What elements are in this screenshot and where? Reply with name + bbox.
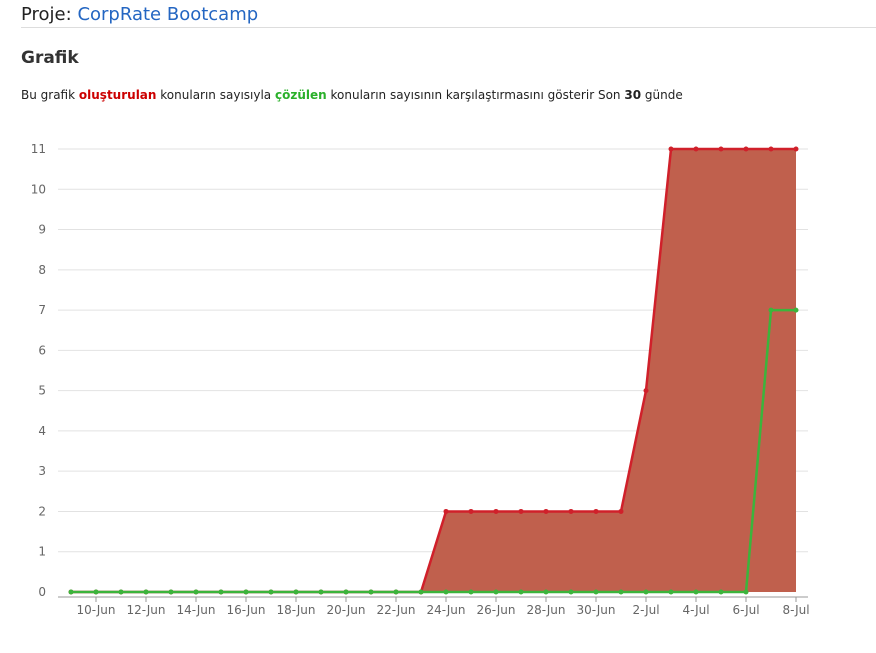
header-label: Proje: (21, 4, 72, 25)
point (718, 589, 724, 595)
x-tick-label: 28-Jun (526, 603, 565, 617)
point (518, 508, 524, 514)
x-tick-label: 20-Jun (326, 603, 365, 617)
x-tick-label: 16-Jun (226, 603, 265, 617)
y-tick-label: 3 (38, 464, 46, 478)
point (593, 508, 599, 514)
point (168, 589, 174, 595)
point (343, 589, 349, 595)
description: Bu grafik oluşturulan konuların sayısıyl… (21, 88, 876, 102)
point (543, 589, 549, 595)
point (593, 589, 599, 595)
point (743, 589, 749, 595)
area (71, 149, 796, 592)
x-tick-label: 26-Jun (476, 603, 515, 617)
point (493, 508, 499, 514)
y-tick-label: 2 (38, 504, 46, 518)
line (71, 308, 796, 594)
text: Bu grafik (21, 88, 76, 102)
y-tick-label: 8 (38, 263, 46, 277)
y-tick-label: 6 (38, 343, 46, 357)
point (643, 388, 649, 394)
point (118, 589, 124, 595)
chart: 0 1 2 3 4 5 6 7 8 9 10 11 10-Jun 12-Jun 14-Jun 16-Jun 18… (31, 142, 810, 617)
point (618, 589, 624, 595)
y-tick-label: 5 (38, 384, 46, 398)
resolved-label: çözülen (274, 88, 327, 102)
point (318, 589, 324, 595)
page-header: Proje: CorpRate Bootcamp (21, 4, 876, 28)
project-link[interactable]: CorpRate Bootcamp (77, 4, 259, 25)
x-tick-label: 6-Jul (732, 603, 759, 617)
point (668, 589, 674, 595)
point (493, 589, 499, 595)
y-tick-label: 9 (38, 223, 46, 237)
point (143, 589, 149, 595)
x-tick-label: 10-Jun (76, 603, 115, 617)
point (93, 589, 99, 595)
point (68, 589, 74, 595)
x-tick-label: 18-Jun (276, 603, 315, 617)
x-tick-label: 8-Jul (782, 603, 809, 617)
point (543, 508, 549, 514)
y-tick-label: 1 (38, 545, 46, 559)
point (693, 589, 699, 595)
point (768, 146, 774, 152)
point (243, 589, 249, 595)
section-title: Grafik (21, 48, 79, 68)
y-tick-label: 11 (31, 142, 46, 156)
point (743, 146, 749, 152)
point (193, 589, 199, 595)
point (418, 589, 424, 595)
y-tick-label: 4 (38, 424, 46, 438)
x-tick-label: 12-Jun (126, 603, 165, 617)
point (793, 146, 799, 152)
point (468, 589, 474, 595)
text: konuların sayısıyla (160, 88, 272, 102)
point (443, 589, 449, 595)
text: günde (644, 88, 683, 102)
point (393, 589, 399, 595)
point (443, 508, 449, 514)
point (568, 508, 574, 514)
x-tick-label: 24-Jun (426, 603, 465, 617)
point (768, 307, 774, 313)
point (293, 589, 299, 595)
days: 30 (624, 88, 642, 102)
point (718, 146, 724, 152)
point (668, 146, 674, 152)
content: Proje: CorpRate Bootcamp Grafik Bu grafi… (21, 0, 876, 102)
point (268, 589, 274, 595)
point (218, 589, 224, 595)
x-tick-label: 22-Jun (376, 603, 415, 617)
point (793, 307, 799, 313)
x-tick-label: 2-Jul (632, 603, 659, 617)
y-tick-label: 10 (31, 182, 46, 196)
point (468, 508, 474, 514)
point (643, 589, 649, 595)
point (518, 589, 524, 595)
point (693, 146, 699, 152)
point (568, 589, 574, 595)
x-tick-label: 30-Jun (576, 603, 615, 617)
y-tick-label: 7 (38, 303, 46, 317)
created-label: oluşturulan (78, 88, 157, 102)
y-tick-label: 0 (38, 585, 46, 599)
point (618, 508, 624, 514)
text: konuların sayısının karşılaştırmasını gö… (330, 88, 621, 102)
x-tick-label: 14-Jun (176, 603, 215, 617)
x-tick-label: 4-Jul (682, 603, 709, 617)
point (368, 589, 374, 595)
